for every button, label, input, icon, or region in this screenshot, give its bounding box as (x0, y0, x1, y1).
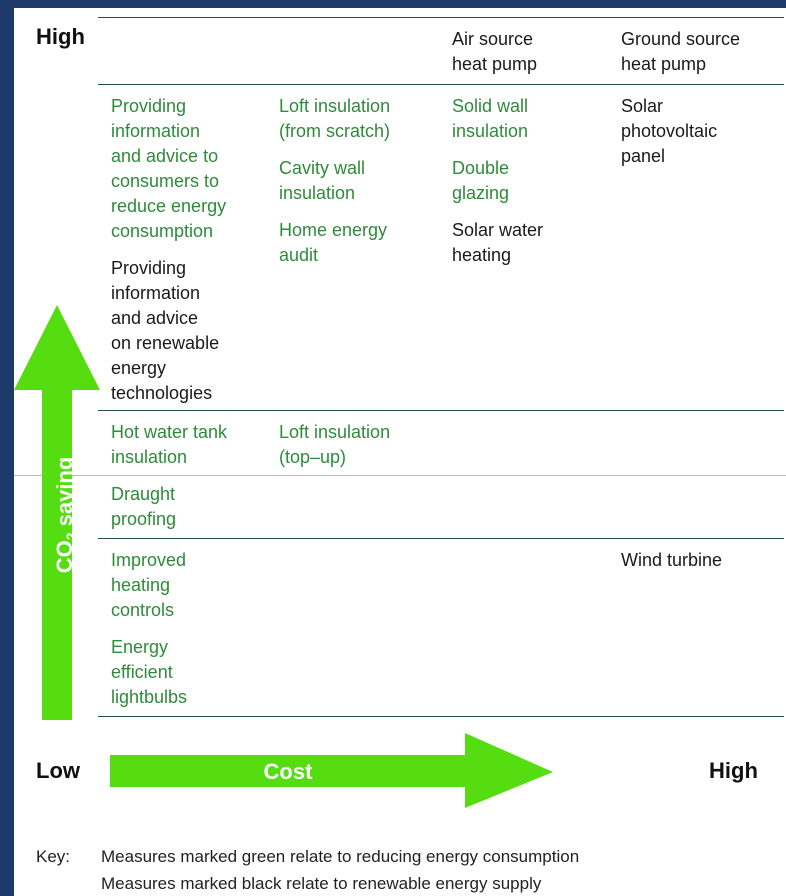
measure-line: Home energy (279, 220, 388, 240)
co2-sub: 2 (63, 532, 79, 540)
measure-line: Solar water (452, 220, 544, 240)
measure-line: Energy (111, 637, 169, 657)
measure: Improved heating controls (111, 548, 186, 623)
measure-line: Providing (111, 258, 187, 278)
measure-line: heat pump (621, 54, 707, 74)
measure: Ground source heat pump (621, 27, 740, 77)
measure-line: on renewable (111, 333, 220, 353)
measure-line: and advice to (111, 146, 219, 166)
measure-line: (top–up) (279, 447, 347, 467)
co2-arrow (14, 305, 100, 720)
measure: Double glazing (452, 156, 509, 206)
measure: Solar water heating (452, 218, 543, 268)
cost-label: Cost (264, 759, 314, 784)
measure-line: Improved (111, 550, 187, 570)
measure: Loft insulation (top–up) (279, 420, 390, 470)
measure-line: Wind turbine (621, 550, 723, 570)
measure-line: controls (111, 600, 175, 620)
measure-line: photovoltaic (621, 121, 718, 141)
measure: Hot water tank insulation (111, 420, 227, 470)
measure-line: efficient (111, 662, 173, 682)
measure-line: Hot water tank (111, 422, 228, 442)
measure: Providing information and advice to consume… (111, 94, 226, 244)
x-high: High (709, 758, 758, 783)
row-rule (98, 410, 784, 411)
measure-line: (from scratch) (279, 121, 391, 141)
row-rule (98, 17, 784, 18)
measure-line: Solid wall (452, 96, 529, 116)
arrows: CO2 saving Cost (14, 305, 553, 808)
row-rule (98, 84, 784, 85)
row-rule (98, 538, 784, 539)
key-label: Key: (36, 847, 71, 866)
measure: Wind turbine (621, 548, 722, 573)
measure-line: audit (279, 245, 319, 265)
measure-line: consumers to (111, 171, 220, 191)
measure-line: insulation (111, 447, 188, 467)
measure-line: heating (111, 575, 171, 595)
measure: Solar photovoltaic panel (621, 94, 717, 169)
measure-line: heat pump (452, 54, 538, 74)
x-low: Low (36, 758, 80, 783)
measure-line: reduce energy (111, 196, 227, 216)
measure-line: and advice (111, 308, 199, 328)
measure-line: Loft insulation (279, 422, 391, 442)
measure-line: panel (621, 146, 666, 166)
measure-line: Loft insulation (279, 96, 391, 116)
measure-line: insulation (279, 183, 356, 203)
y-high: High (36, 24, 85, 49)
measure-line: Solar (621, 96, 664, 116)
measure-line: Double (452, 158, 510, 178)
measure: Solid wall insulation (452, 94, 528, 144)
key-line: Measures marked black relate to renewabl… (101, 874, 542, 893)
measure-line: Cavity wall (279, 158, 366, 178)
measure-line: energy (111, 358, 167, 378)
row-rule (98, 716, 784, 717)
measure-line: glazing (452, 183, 510, 203)
co2-rest: saving (52, 457, 77, 533)
measure-line: insulation (452, 121, 529, 141)
measure-line: heating (452, 245, 512, 265)
key-line: Measures marked green relate to reducing… (101, 847, 580, 866)
measure-line: Ground source (621, 29, 741, 49)
measure-line: lightbulbs (111, 687, 188, 707)
scan-line (14, 475, 786, 476)
measure: Loft insulation (from scratch) (279, 94, 390, 144)
measure-line: information (111, 121, 201, 141)
measure-line: consumption (111, 221, 214, 241)
cost-arrow (110, 733, 553, 808)
measure-line: technologies (111, 383, 213, 403)
co2-label: CO2 saving (52, 457, 79, 574)
measure: Energy efficient lightbulbs (111, 635, 187, 710)
measure: Air source heat pump (452, 27, 537, 77)
measure: Home energy audit (279, 218, 387, 268)
co2-main: CO (52, 540, 77, 573)
measure-line: proofing (111, 509, 177, 529)
measure-line: Providing (111, 96, 187, 116)
measure: Draught proofing (111, 482, 176, 532)
diagram: High CO2 saving Cost Low High Key: Measu… (14, 8, 786, 896)
measure-line: Draught (111, 484, 176, 504)
measure-line: Air source (452, 29, 534, 49)
measure-line: information (111, 283, 201, 303)
measure: Providing information and advice on renewab… (111, 256, 219, 406)
measure: Cavity wall insulation (279, 156, 365, 206)
